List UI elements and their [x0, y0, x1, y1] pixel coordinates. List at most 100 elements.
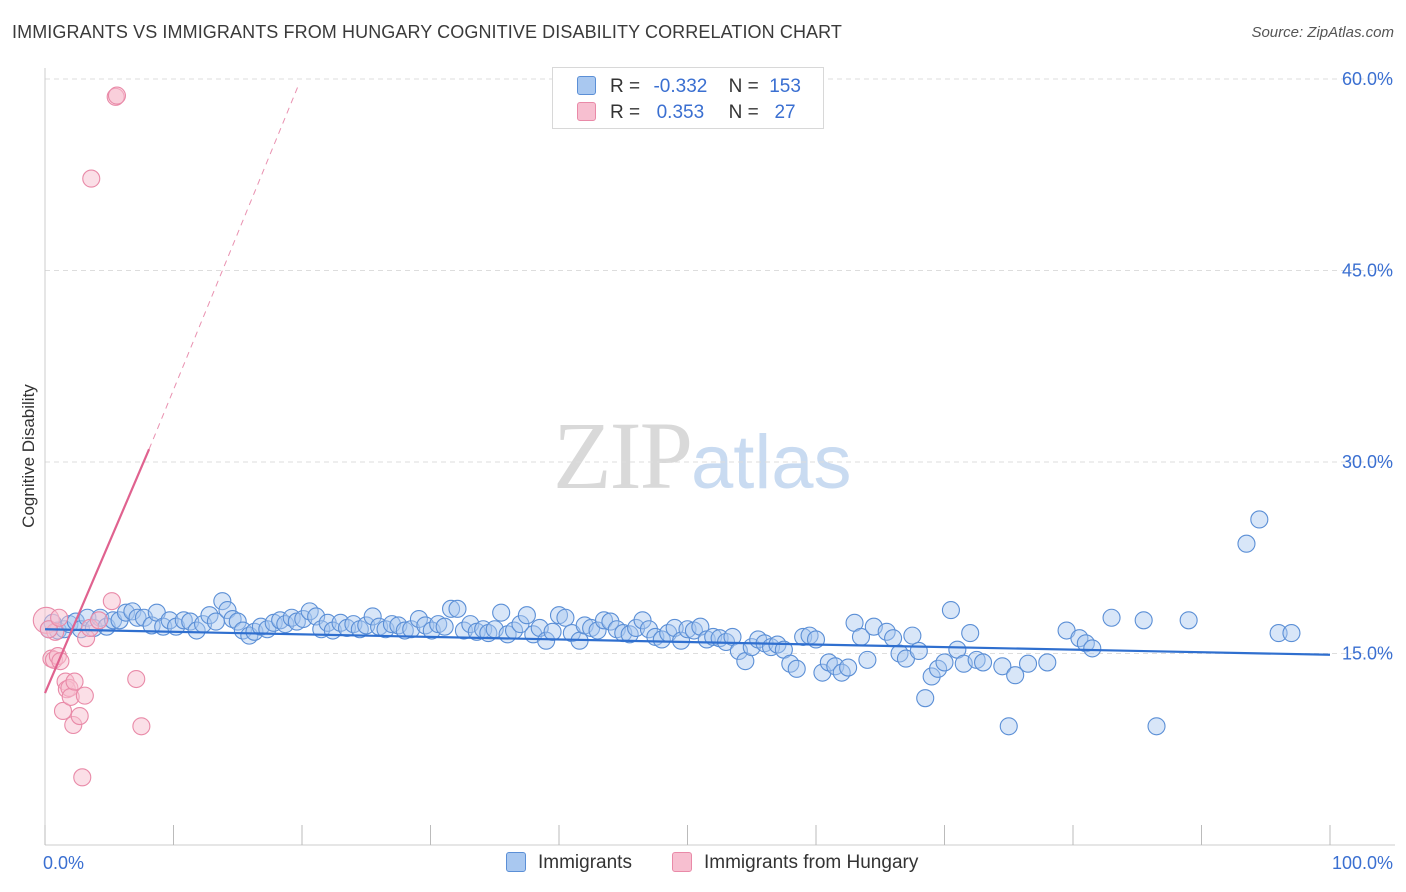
series-immigrants-points [39, 510, 1301, 736]
data-point-immigrants [537, 631, 556, 650]
data-point-hungary [102, 592, 121, 611]
data-point-hungary [70, 707, 89, 726]
stats-legend: R = -0.332 N = 153 R = 0.353 N = 27 [552, 67, 824, 129]
data-point-immigrants [633, 611, 652, 630]
data-point-immigrants [448, 599, 467, 618]
data-point-immigrants [517, 606, 536, 625]
legend-r-value: -0.332 [653, 76, 708, 97]
axes [44, 68, 1395, 846]
bottom-legend-swatch-immigrants [506, 852, 526, 872]
data-point-immigrants [839, 658, 858, 677]
data-point-immigrants [511, 615, 530, 634]
data-point-immigrants [929, 659, 948, 678]
data-point-immigrants [409, 609, 428, 629]
y-tick-label: 30.0% [1342, 452, 1393, 472]
data-point-immigrants [993, 657, 1012, 676]
data-point-immigrants [973, 653, 993, 672]
data-point-immigrants [941, 601, 960, 620]
data-point-immigrants [174, 611, 193, 630]
x-tick-label: 100.0% [1332, 853, 1393, 873]
data-point-immigrants [787, 659, 806, 678]
data-point-immigrants [402, 620, 421, 639]
chart-source: Source: ZipAtlas.com [1251, 24, 1394, 41]
series-hungary-points [32, 86, 151, 787]
gridlines [45, 78, 1395, 654]
data-point-hungary [50, 608, 69, 627]
data-point-immigrants [1038, 653, 1057, 672]
data-point-immigrants [200, 606, 219, 625]
data-point-hungary [132, 717, 151, 736]
bottom-legend-label-immigrants: Immigrants [538, 852, 632, 873]
legend-r-label: R = [610, 76, 641, 97]
bottom-legend-hungary: Immigrants from Hungary [672, 852, 918, 874]
data-point-immigrants [276, 615, 295, 634]
data-point-immigrants [935, 653, 954, 672]
data-point-immigrants [903, 626, 922, 645]
data-point-immigrants [1018, 654, 1038, 673]
data-point-immigrants [442, 599, 461, 618]
data-point-immigrants [601, 612, 620, 631]
data-point-immigrants [1237, 534, 1256, 553]
legend-swatch-immigrants [577, 76, 596, 95]
data-point-immigrants [128, 608, 147, 627]
data-point-hungary [65, 672, 84, 691]
data-point-immigrants [357, 616, 376, 635]
data-point-immigrants [228, 612, 247, 631]
legend-row-hungary: R = 0.353 N = 27 [577, 102, 806, 126]
data-point-immigrants [1269, 624, 1288, 643]
data-point-immigrants [543, 622, 562, 641]
chart-title: IMMIGRANTS VS IMMIGRANTS FROM HUNGARY CO… [12, 22, 843, 42]
data-point-immigrants [1102, 608, 1121, 627]
watermark: ZIPatlas [553, 400, 852, 511]
data-point-immigrants [223, 609, 242, 629]
data-point-immigrants [213, 592, 232, 611]
y-tick-label: 45.0% [1342, 261, 1393, 281]
legend-swatch-hungary [577, 102, 596, 121]
data-point-immigrants [922, 667, 941, 686]
data-point-immigrants [1179, 611, 1198, 630]
watermark-zip: ZIP [553, 402, 693, 509]
data-point-immigrants [435, 617, 454, 636]
data-point-immigrants [916, 689, 935, 708]
data-point-hungary [89, 611, 109, 630]
data-point-immigrants [639, 620, 659, 639]
legend-n-label: N = [728, 76, 759, 97]
data-point-immigrants [556, 608, 575, 627]
data-point-immigrants [187, 621, 206, 640]
data-point-immigrants [877, 622, 896, 641]
data-point-immigrants [492, 603, 511, 622]
data-point-immigrants [884, 629, 903, 648]
bottom-legend-label-hungary: Immigrants from Hungary [704, 852, 919, 873]
trend-lines [43, 82, 1331, 694]
data-point-immigrants [454, 621, 473, 640]
legend-row-immigrants: R = -0.332 N = 153 [577, 76, 806, 100]
data-point-hungary [107, 86, 127, 105]
legend-n-label: N = [728, 102, 759, 123]
data-point-immigrants [588, 621, 607, 640]
data-point-hungary [53, 701, 73, 721]
watermark-atlas: atlas [691, 420, 852, 505]
data-point-immigrants [1147, 717, 1166, 736]
data-point-hungary [75, 686, 94, 705]
legend-n-value: 27 [774, 102, 796, 123]
data-point-immigrants [826, 657, 845, 676]
data-point-hungary [73, 768, 92, 787]
data-point-immigrants [110, 611, 129, 630]
trend-line-hungary [43, 448, 151, 694]
data-point-immigrants [620, 625, 639, 644]
data-point-immigrants [160, 611, 179, 630]
data-point-immigrants [218, 601, 237, 620]
trend-line-immigrants [44, 628, 1331, 656]
data-point-immigrants [858, 650, 877, 669]
legend-r-label: R = [610, 102, 641, 123]
data-point-hungary [82, 169, 101, 188]
legend-r-value: 0.353 [656, 102, 705, 123]
trend-line-hungary-extension [148, 82, 300, 450]
data-point-immigrants [961, 624, 980, 643]
data-point-immigrants [363, 607, 382, 626]
data-point-immigrants [1282, 624, 1301, 643]
y-tick-label: 15.0% [1342, 644, 1393, 664]
bottom-legend-immigrants: Immigrants [506, 852, 632, 874]
data-point-immigrants [1250, 510, 1269, 529]
